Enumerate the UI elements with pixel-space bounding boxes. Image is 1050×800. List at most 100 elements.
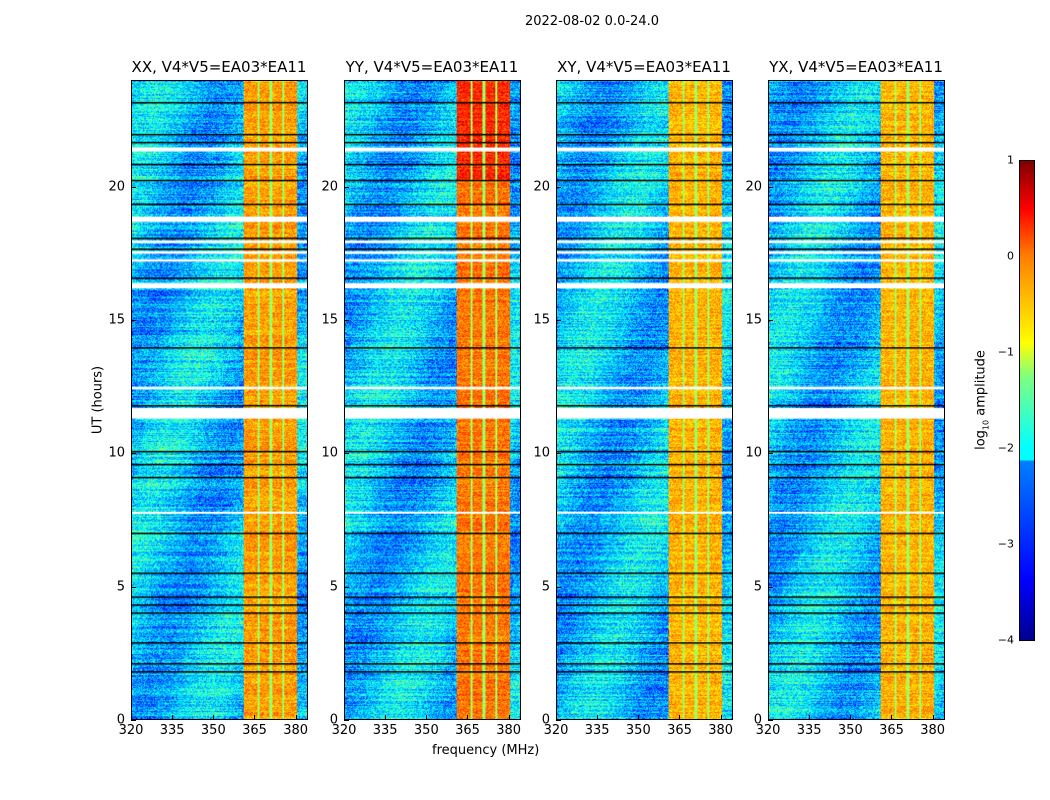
suptitle: 2022-08-02 0.0-24.0 xyxy=(525,14,659,29)
x-tick xyxy=(850,715,852,720)
colorbar-tick-label: −2 xyxy=(997,441,1014,455)
y-tick xyxy=(344,186,349,188)
y-tick-label: 5 xyxy=(116,579,125,595)
x-axis-label: frequency (MHz) xyxy=(432,743,540,758)
y-tick-label: 10 xyxy=(321,445,338,461)
y-tick-label: 0 xyxy=(116,712,125,728)
heatmap-image xyxy=(132,81,307,719)
y-tick-label: 0 xyxy=(329,712,338,728)
x-tick xyxy=(679,715,681,720)
x-tick xyxy=(932,715,934,720)
x-tick-label: 365 xyxy=(242,723,267,738)
panel-title: XX, V4*V5=EA03*EA11 xyxy=(131,58,307,76)
x-tick xyxy=(295,715,297,720)
y-tick xyxy=(556,186,561,188)
heatmap-image xyxy=(769,81,944,719)
panel-title: YY, V4*V5=EA03*EA11 xyxy=(345,58,519,76)
y-tick-label: 10 xyxy=(108,445,125,461)
y-tick-label: 20 xyxy=(108,179,125,195)
y-tick xyxy=(131,586,136,588)
x-tick xyxy=(213,715,215,720)
y-tick xyxy=(131,720,136,721)
x-tick-label: 380 xyxy=(283,723,309,738)
panel-title: YX, V4*V5=EA03*EA11 xyxy=(769,58,943,76)
heatmap-panel xyxy=(556,80,733,720)
y-tick-label: 0 xyxy=(541,712,550,728)
colorbar-tick-label: −4 xyxy=(997,633,1014,647)
heatmap-panel xyxy=(344,80,521,720)
y-tick-label: 10 xyxy=(745,445,762,461)
y-tick-label: 15 xyxy=(108,312,125,328)
colorbar-tick-label: −3 xyxy=(997,537,1014,551)
y-tick xyxy=(344,320,349,321)
heatmap-panel xyxy=(131,80,308,720)
x-tick xyxy=(891,715,893,720)
x-tick-label: 350 xyxy=(625,723,651,738)
y-tick xyxy=(131,320,136,321)
x-tick-label: 365 xyxy=(667,723,692,738)
y-tick-label: 5 xyxy=(329,579,338,595)
colorbar-tick-label: −1 xyxy=(997,345,1014,359)
y-tick xyxy=(768,186,773,188)
x-tick-label: 320 xyxy=(755,723,781,738)
x-tick-label: 335 xyxy=(159,723,185,738)
x-tick-label: 335 xyxy=(372,723,398,738)
x-tick xyxy=(254,715,256,720)
x-tick xyxy=(385,715,387,720)
x-tick-label: 335 xyxy=(584,723,610,738)
y-tick-label: 15 xyxy=(745,312,762,328)
colorbar-tick-label: 0 xyxy=(1007,249,1014,263)
heatmap-panel xyxy=(768,80,945,720)
y-tick xyxy=(556,453,561,455)
colorbar-label: log10 amplitude xyxy=(973,350,991,450)
x-tick xyxy=(597,715,599,720)
x-tick-label: 350 xyxy=(200,723,226,738)
x-tick xyxy=(809,715,811,720)
heatmap-image xyxy=(345,81,520,719)
y-tick xyxy=(344,453,349,455)
x-tick xyxy=(467,715,469,720)
y-tick-label: 15 xyxy=(321,312,338,328)
x-tick-label: 380 xyxy=(496,723,522,738)
heatmap-image xyxy=(557,81,732,719)
x-tick xyxy=(638,715,640,720)
panel-title: XY, V4*V5=EA03*EA11 xyxy=(557,58,731,76)
y-tick-label: 15 xyxy=(533,312,550,328)
x-tick xyxy=(768,715,769,720)
x-tick-label: 320 xyxy=(543,723,569,738)
colorbar xyxy=(1019,160,1035,641)
x-tick-label: 350 xyxy=(837,723,863,738)
x-tick xyxy=(344,715,345,720)
x-tick-label: 320 xyxy=(118,723,144,738)
y-tick-label: 5 xyxy=(753,579,762,595)
y-tick-label: 0 xyxy=(753,712,762,728)
y-tick xyxy=(344,720,349,721)
y-tick-label: 20 xyxy=(321,179,338,195)
x-tick xyxy=(172,715,174,720)
y-tick-label: 10 xyxy=(533,445,550,461)
x-tick-label: 365 xyxy=(879,723,904,738)
y-tick-label: 5 xyxy=(541,579,550,595)
y-tick xyxy=(556,320,561,321)
x-tick xyxy=(426,715,428,720)
y-tick xyxy=(768,586,773,588)
y-tick xyxy=(344,586,349,588)
x-tick xyxy=(556,715,557,720)
x-tick xyxy=(720,715,722,720)
y-tick xyxy=(768,320,773,321)
colorbar-tick-label: 1 xyxy=(1007,153,1014,167)
y-tick-label: 20 xyxy=(533,179,550,195)
x-tick xyxy=(508,715,510,720)
y-tick-label: 20 xyxy=(745,179,762,195)
x-tick-label: 320 xyxy=(331,723,357,738)
y-tick xyxy=(556,586,561,588)
y-tick xyxy=(768,453,773,455)
x-tick-label: 380 xyxy=(920,723,946,738)
x-tick-label: 380 xyxy=(708,723,734,738)
x-tick-label: 365 xyxy=(455,723,480,738)
x-tick-label: 335 xyxy=(796,723,822,738)
y-axis-label: UT (hours) xyxy=(90,365,106,435)
x-tick-label: 350 xyxy=(413,723,439,738)
y-tick xyxy=(768,720,773,721)
